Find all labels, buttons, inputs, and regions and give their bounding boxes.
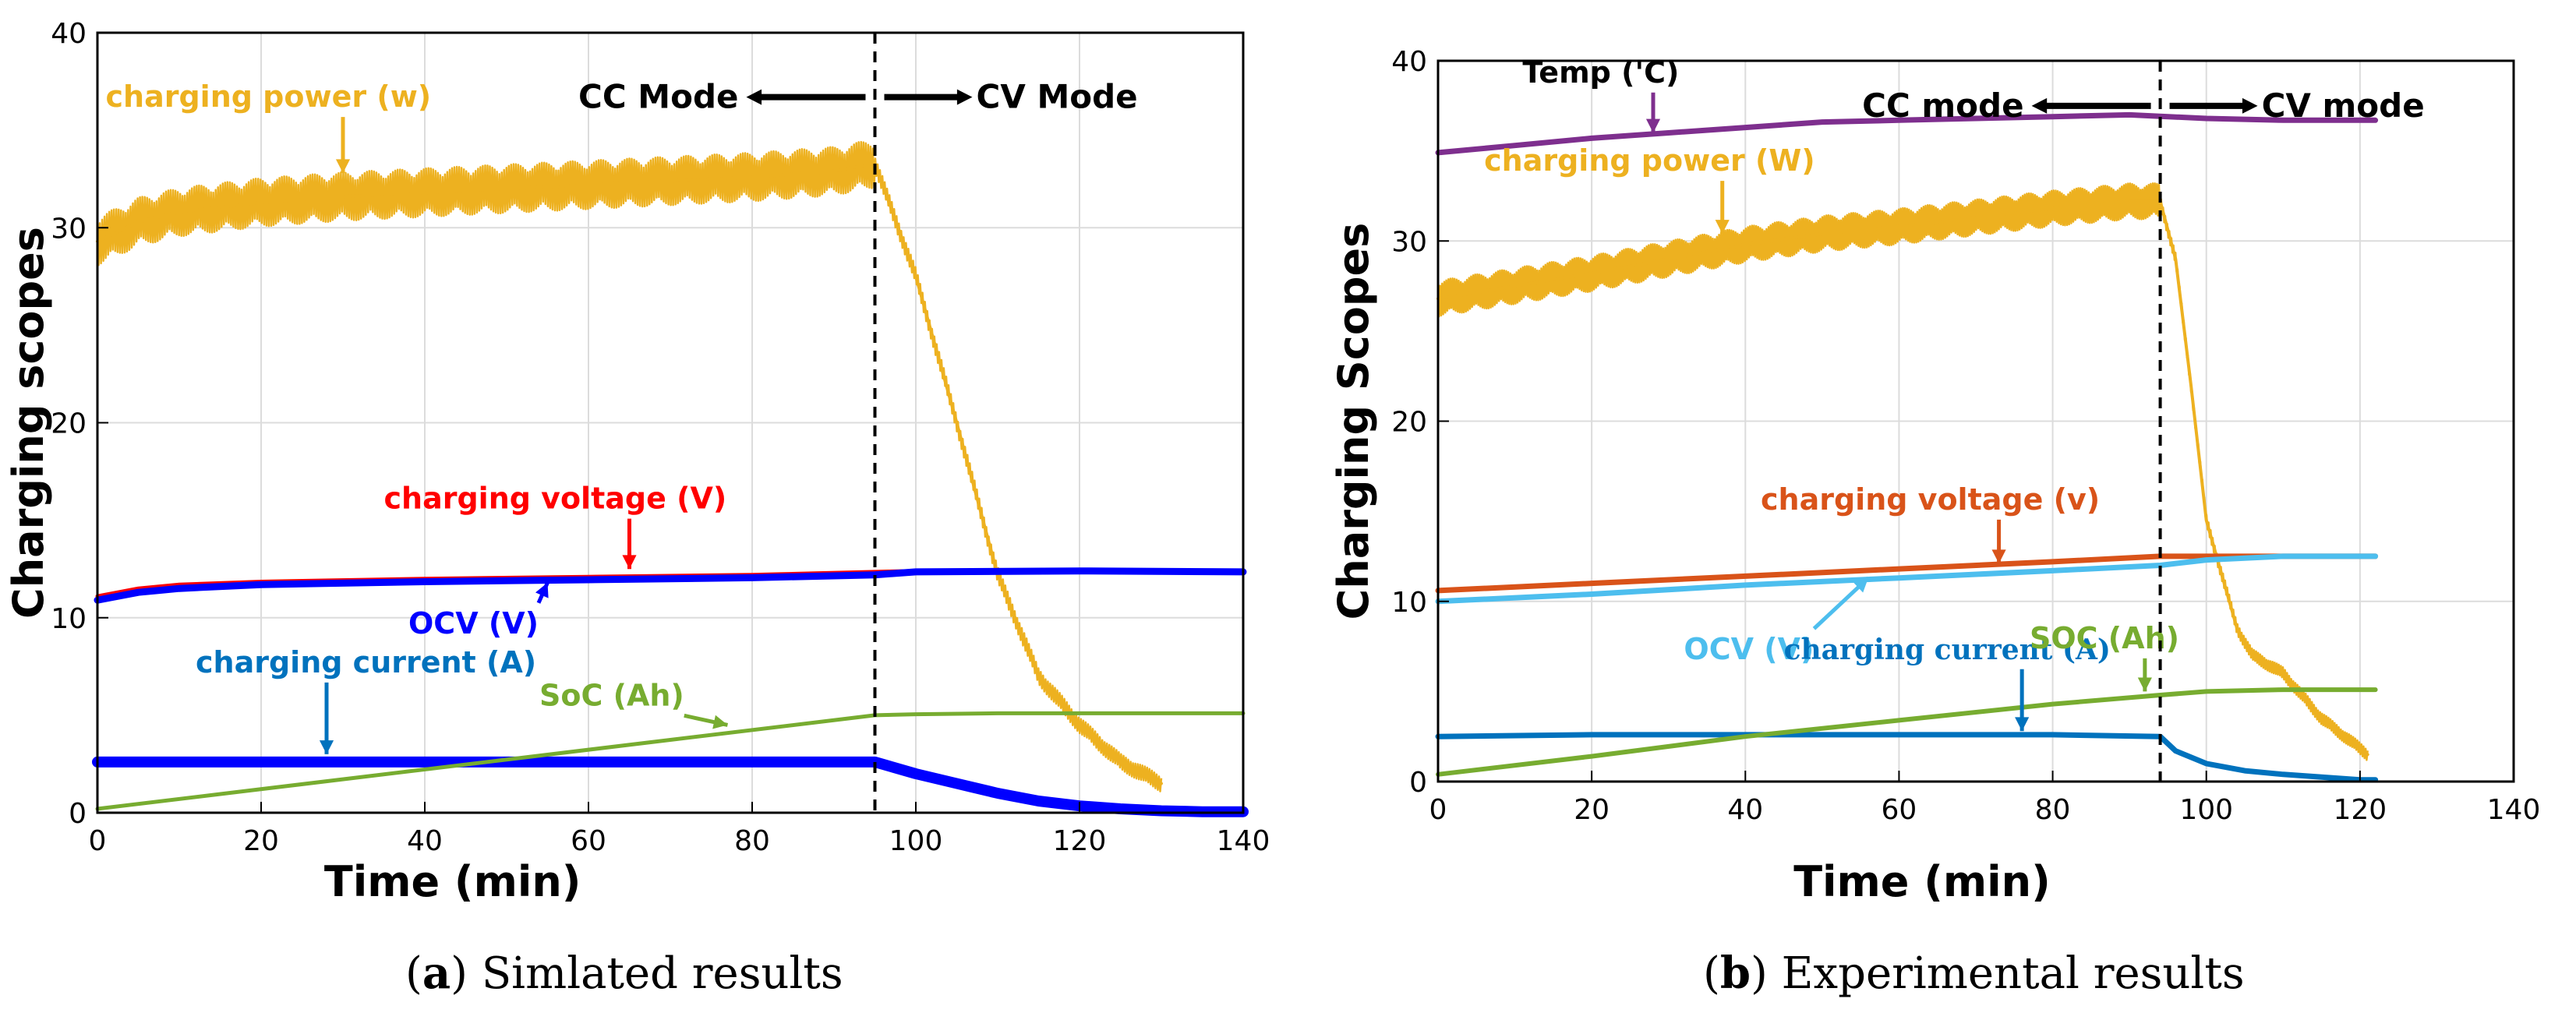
series-line <box>1435 553 2379 605</box>
xtick-label: 120 <box>2333 794 2387 826</box>
annotation-arrowhead <box>1715 220 1730 234</box>
series-a-2 <box>94 567 1247 604</box>
xtick-label: 60 <box>571 825 606 857</box>
caption-text-b: Experimental results <box>1782 948 2245 999</box>
panel-a: 0 20 40 60 80 100 120 140 0 10 20 30 40 charging pow… <box>4 18 1270 999</box>
series-b-0 <box>1435 111 2379 156</box>
annotation-label: OCV (V) <box>1684 632 1814 666</box>
xtick-label: 100 <box>2179 794 2233 826</box>
xtick-label: 20 <box>1574 794 1610 826</box>
caption-text-a: Simlated results <box>482 948 843 999</box>
caption-b: (b) Experimental results <box>1703 948 2245 999</box>
xtick-label: 140 <box>1217 825 1270 857</box>
caption-letter-a: a <box>422 948 451 999</box>
series-b-5 <box>1436 687 2378 777</box>
annotation-arrowhead <box>2015 717 2030 732</box>
ytick-label: 10 <box>51 603 87 635</box>
annotation-label: charging power (w) <box>106 79 432 114</box>
cv-mode-label: CV Mode <box>977 78 1138 116</box>
annotation-arrowhead <box>2137 677 2152 692</box>
xlabel-b: Time (min) <box>1793 857 2051 906</box>
annotation-label: charging current (A) <box>196 645 536 679</box>
ytick-label: 10 <box>1391 587 1427 619</box>
series-a-0 <box>96 140 1163 792</box>
xtick-label: 60 <box>1882 794 1917 826</box>
axes-frame-a <box>96 31 1245 814</box>
annotation-label: OCV (V) <box>408 606 539 641</box>
cc-mode-arrowhead <box>746 89 762 105</box>
annotation-arrowhead <box>319 740 334 754</box>
caption-letter-b: b <box>1720 948 1751 999</box>
annotation-arrowhead <box>1853 577 1868 593</box>
xtick-label: 20 <box>243 825 279 857</box>
mode-b: CC mode CV mode <box>1862 61 2425 782</box>
series-a-3 <box>92 756 1249 817</box>
annotation-arrowhead <box>335 159 351 174</box>
xtick-label: 80 <box>2035 794 2071 826</box>
annotations-b: Temp ('C)charging power (W)charging volt… <box>1484 55 2179 732</box>
cv-mode-arrowhead <box>2242 97 2258 114</box>
series-line <box>1436 199 2369 757</box>
caption-a: (a) Simlated results <box>405 948 843 999</box>
xtick-label: 100 <box>889 825 943 857</box>
ytick-label: 30 <box>1391 226 1427 258</box>
annotation-label: charging voltage (v) <box>1761 482 2100 517</box>
cv-mode-label: CV mode <box>2262 86 2425 125</box>
xtick-label: 0 <box>1429 794 1447 826</box>
ytick-label: 20 <box>51 408 87 440</box>
ticks-b: 0 20 40 60 80 100 120 140 0 10 20 30 40 <box>1391 46 2540 826</box>
ytick-label: 40 <box>51 18 87 50</box>
annotation-label: SOC (Ah) <box>2030 621 2179 655</box>
panel-b: 0 20 40 60 80 100 120 140 0 10 20 30 40 Temp ('C)cha… <box>1329 46 2540 999</box>
series-b <box>1435 111 2379 783</box>
series-line <box>92 756 1249 817</box>
ytick-label: 0 <box>1409 767 1427 799</box>
xtick-label: 80 <box>734 825 770 857</box>
ytick-label: 0 <box>69 798 87 830</box>
ytick-label: 40 <box>1391 46 1427 78</box>
series-line <box>1436 687 2378 777</box>
xtick-label: 40 <box>407 825 443 857</box>
series-b-3 <box>1435 553 2379 605</box>
ytick-label: 20 <box>1391 407 1427 439</box>
ylabel-b: Charging Scopes <box>1329 223 1378 620</box>
annotation-arrowhead <box>535 582 549 598</box>
annotations-a: charging power (w) charging voltage (V) OC… <box>106 79 729 754</box>
annotation-label: charging voltage (V) <box>384 482 727 516</box>
xtick-label: 120 <box>1053 825 1107 857</box>
xlabel-a: Time (min) <box>324 857 581 906</box>
axes-frame-b <box>1436 59 2515 783</box>
xtick-label: 40 <box>1727 794 1763 826</box>
annotation-label: charging power (W) <box>1484 143 1815 178</box>
cc-mode-arrowhead <box>2031 97 2048 114</box>
annotation-arrowhead <box>622 555 637 570</box>
mode-a: CC Mode CV Mode <box>578 33 1138 813</box>
xtick-label: 140 <box>2487 794 2541 826</box>
annotation-label: charging current (A) <box>1784 634 2111 666</box>
cc-mode-label: CC Mode <box>578 78 738 116</box>
annotation-arrowhead <box>712 715 728 729</box>
annotation-label: SoC (Ah) <box>539 678 684 712</box>
ylabel-a: Charging scopes <box>4 227 53 619</box>
ytick-label: 30 <box>51 213 87 245</box>
series-line <box>96 161 1163 785</box>
cv-mode-arrowhead <box>956 89 973 105</box>
series-line <box>1435 111 2379 156</box>
cc-mode-label: CC mode <box>1862 86 2023 125</box>
series-line <box>94 567 1247 604</box>
annotation-arrowhead <box>1991 549 2006 564</box>
series-band <box>96 140 1163 792</box>
series-b-1 <box>1436 182 2369 761</box>
xtick-label: 0 <box>89 825 107 857</box>
annotation-arrowhead <box>1645 118 1661 133</box>
